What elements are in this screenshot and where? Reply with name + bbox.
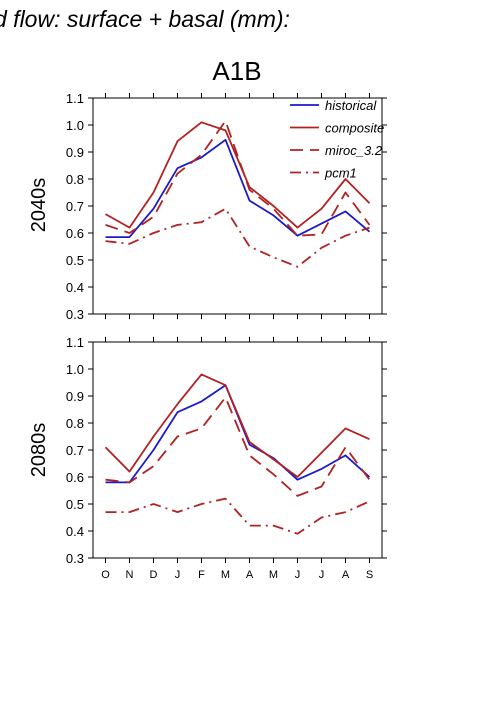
- y-tick-label: 0.9: [66, 145, 84, 160]
- y-tick-label: 0.6: [66, 470, 84, 485]
- series-lines-2080s: [104, 373, 371, 535]
- y-tick-label: 0.7: [66, 199, 84, 214]
- y-tick-label: 1.0: [66, 118, 84, 133]
- y-tick-label: 1.1: [66, 335, 84, 350]
- x-tick-label: M: [269, 569, 278, 581]
- series-line-miroc-3-2-2040s: [105, 120, 371, 237]
- y-tick-label: 0.7: [66, 443, 84, 458]
- y-tick-label: 0.4: [66, 280, 84, 295]
- x-ticks-2040s: [105, 93, 370, 319]
- series-line-miroc-3-2-2080s: [105, 396, 371, 497]
- x-tick-label: D: [150, 569, 158, 581]
- legend-label-historical: historical: [325, 98, 377, 113]
- y-tick-label: 0.8: [66, 416, 84, 431]
- y-ticks-2040s: 0.3 0.4 0.5 0.6 0.7 0.8 0.9 1.0 1.1: [66, 91, 387, 322]
- x-ticks-2080s: [105, 337, 370, 563]
- x-tick-label: F: [198, 569, 205, 581]
- y-tick-label: 0.6: [66, 226, 84, 241]
- y-tick-label: 1.1: [66, 91, 84, 106]
- series-line-pcm1-2040s: [105, 207, 370, 268]
- x-tick-label: J: [295, 569, 301, 581]
- legend-label-composite: composite: [325, 121, 384, 136]
- y-axis-label-2040s: 2040s: [28, 178, 50, 233]
- series-lines-2040s: [105, 120, 371, 268]
- series-line-pcm1-2080s: [105, 497, 370, 535]
- legend-label-miroc-3-2: miroc_3.2: [325, 143, 383, 158]
- y-tick-label: 0.5: [66, 497, 84, 512]
- figure-suptitle: d flow: surface + basal (mm):: [0, 6, 290, 32]
- x-tick-label: J: [175, 569, 181, 581]
- y-tick-label: 1.0: [66, 362, 84, 377]
- x-tick-label: M: [221, 569, 230, 581]
- series-line-composite-2040s: [105, 121, 371, 229]
- y-tick-label: 0.9: [66, 389, 84, 404]
- x-tick-label: O: [101, 569, 110, 581]
- x-tick-label: J: [319, 569, 325, 581]
- y-tick-label: 0.4: [66, 524, 84, 539]
- x-tick-label: A: [246, 569, 254, 581]
- x-tick-label: N: [126, 569, 134, 581]
- y-tick-label: 0.3: [66, 307, 84, 322]
- panel-2080s: 2080s 0.3 0.4 0.5 0.6 0.7 0.8 0.9 1.0 1.1 O N D J F M…: [28, 335, 387, 581]
- panel-2040s: 2040s 0.3 0.4 0.5 0.6 0.7 0.8 0.9 1.0 1.1 histor…: [28, 91, 387, 322]
- y-tick-label: 0.3: [66, 551, 84, 566]
- y-axis-label-2080s: 2080s: [28, 423, 50, 478]
- legend-label-pcm1: pcm1: [324, 166, 357, 181]
- y-tick-label: 0.5: [66, 253, 84, 268]
- y-ticks-2080s: 0.3 0.4 0.5 0.6 0.7 0.8 0.9 1.0 1.1: [66, 335, 387, 566]
- x-tick-label: S: [366, 569, 373, 581]
- y-tick-label: 0.8: [66, 172, 84, 187]
- scenario-title: A1B: [212, 56, 261, 86]
- legend: historical composite miroc_3.2 pcm1: [290, 98, 384, 181]
- x-tick-label: A: [342, 569, 350, 581]
- plot-frame-2080s: [92, 341, 383, 559]
- series-line-composite-2080s: [104, 373, 370, 478]
- series-line-historical-2080s: [105, 384, 371, 484]
- series-line-historical-2040s: [105, 138, 371, 239]
